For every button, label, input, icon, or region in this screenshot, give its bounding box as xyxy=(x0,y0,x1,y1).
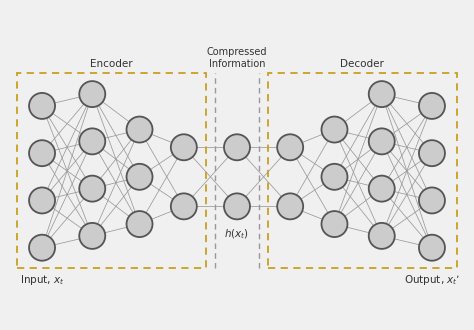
Circle shape xyxy=(419,140,445,166)
Text: Output, $x_t$’: Output, $x_t$’ xyxy=(404,273,460,286)
Circle shape xyxy=(224,134,250,160)
Circle shape xyxy=(171,193,197,219)
Circle shape xyxy=(321,211,347,237)
Circle shape xyxy=(369,176,395,202)
Circle shape xyxy=(127,116,153,143)
Circle shape xyxy=(171,134,197,160)
Circle shape xyxy=(277,193,303,219)
Circle shape xyxy=(127,211,153,237)
Circle shape xyxy=(29,140,55,166)
Circle shape xyxy=(79,176,105,202)
Circle shape xyxy=(369,128,395,154)
Circle shape xyxy=(321,164,347,190)
Circle shape xyxy=(29,187,55,214)
Circle shape xyxy=(79,128,105,154)
Circle shape xyxy=(29,93,55,119)
Circle shape xyxy=(419,187,445,214)
Circle shape xyxy=(369,81,395,107)
Circle shape xyxy=(277,134,303,160)
Circle shape xyxy=(29,235,55,261)
Circle shape xyxy=(321,116,347,143)
Bar xyxy=(268,74,457,268)
Text: Compressed
Information: Compressed Information xyxy=(207,47,267,69)
Circle shape xyxy=(79,81,105,107)
Circle shape xyxy=(369,223,395,249)
Text: $h(x_t)$: $h(x_t)$ xyxy=(225,227,249,241)
Text: Decoder: Decoder xyxy=(340,59,384,69)
Bar xyxy=(17,74,206,268)
Circle shape xyxy=(419,235,445,261)
Circle shape xyxy=(127,164,153,190)
Circle shape xyxy=(224,193,250,219)
Circle shape xyxy=(79,223,105,249)
Text: Input, $x_t$: Input, $x_t$ xyxy=(20,273,64,286)
Circle shape xyxy=(419,93,445,119)
Text: Encoder: Encoder xyxy=(91,59,133,69)
